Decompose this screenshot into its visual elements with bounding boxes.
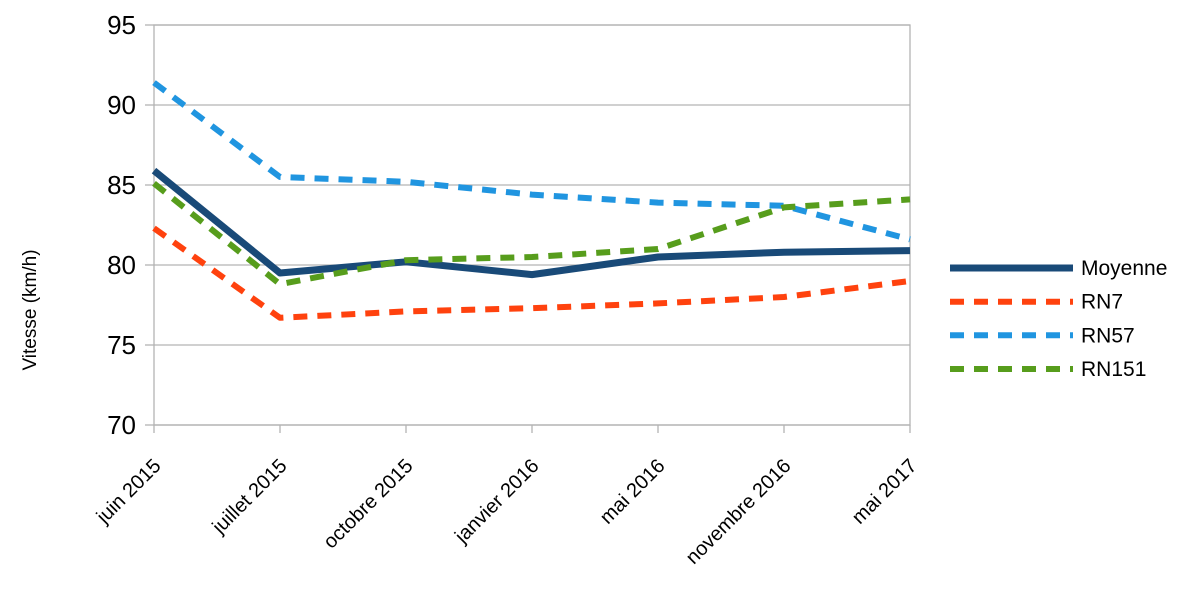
series-line-rn7 (152, 225, 911, 321)
y-tick-label: 95 (107, 10, 136, 40)
x-tick-label: mai 2017 (848, 455, 922, 529)
y-tick-label: 80 (107, 250, 136, 280)
legend-label-rn57: RN57 (1081, 324, 1135, 347)
y-axis-title: Vitesse (km/h) (20, 249, 41, 370)
x-tick-label: janvier 2016 (450, 455, 543, 548)
y-tick-label: 85 (107, 170, 136, 200)
legend-label-moyenne: Moyenne (1081, 257, 1167, 280)
x-tick-label: novembre 2016 (682, 455, 796, 569)
x-tick-label: octobre 2015 (319, 455, 417, 553)
x-tick-label: juillet 2015 (208, 455, 292, 539)
series-line-moyenne (151, 167, 911, 279)
legend-label-rn151: RN151 (1081, 358, 1146, 381)
y-tick-label: 75 (107, 330, 136, 360)
series-line-rn57 (152, 80, 911, 243)
y-tick-label: 70 (107, 410, 136, 440)
plot-area (153, 24, 911, 426)
legend-label-rn7: RN7 (1081, 291, 1123, 314)
series-line-rn151 (152, 181, 911, 288)
y-tick-label: 90 (107, 90, 136, 120)
x-tick-label: juin 2015 (92, 455, 166, 529)
x-tick-label: mai 2016 (596, 455, 670, 529)
